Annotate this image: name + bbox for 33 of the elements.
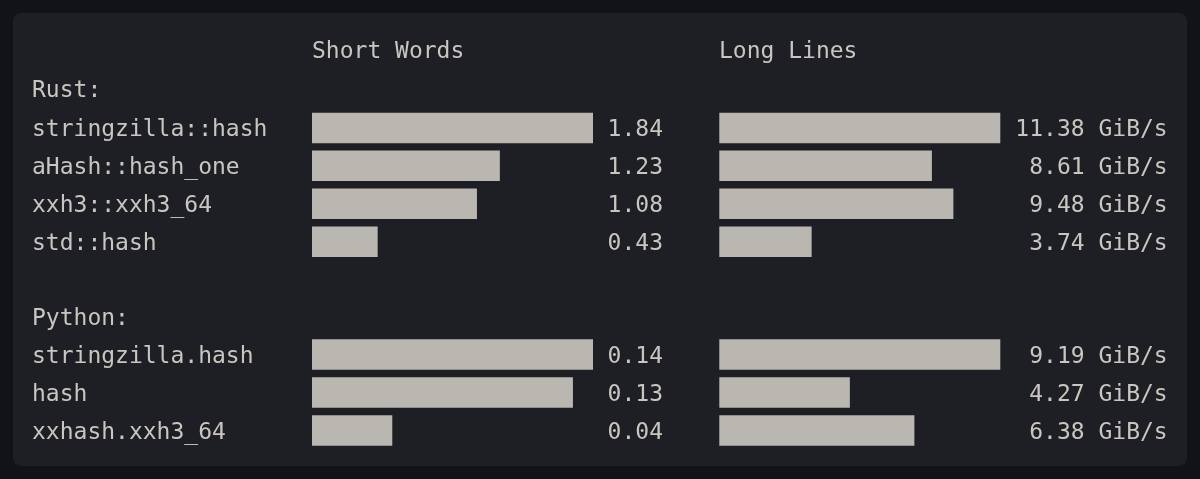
bar bbox=[312, 150, 500, 182]
data-label: 0.14 bbox=[607, 341, 663, 368]
y-tick-label: stringzilla::hash bbox=[32, 114, 268, 141]
data-label: 1.23 bbox=[607, 152, 663, 179]
chart-title: Long Lines bbox=[719, 37, 858, 63]
bar bbox=[312, 112, 593, 144]
data-label: 8.61 GiB/s bbox=[1029, 152, 1168, 179]
data-label: 0.04 bbox=[607, 417, 663, 444]
bar bbox=[719, 226, 812, 257]
y-axis-title: Rust: bbox=[32, 76, 102, 102]
bar bbox=[719, 150, 932, 182]
data-label: 9.19 GiB/s bbox=[1029, 341, 1168, 368]
bar bbox=[719, 112, 1001, 144]
y-tick-label: std::hash bbox=[32, 228, 157, 255]
data-label: 6.38 GiB/s bbox=[1029, 417, 1168, 444]
y-tick-label: stringzilla.hash bbox=[32, 341, 254, 368]
y-tick-label: xxhash.xxh3_64 bbox=[32, 417, 226, 445]
data-label: 0.13 bbox=[607, 379, 663, 406]
y-tick-label: hash bbox=[32, 379, 88, 406]
data-label: 1.84 bbox=[607, 114, 663, 141]
bar bbox=[312, 188, 477, 219]
y-axis-title: Python: bbox=[32, 304, 129, 330]
data-label: 4.27 GiB/s bbox=[1029, 379, 1168, 406]
y-tick-label: xxh3::xxh3_64 bbox=[32, 190, 213, 218]
data-label: 0.43 bbox=[607, 228, 663, 255]
bar bbox=[719, 188, 954, 219]
y-tick-label: aHash::hash_one bbox=[32, 152, 240, 180]
data-label: 9.48 GiB/s bbox=[1029, 190, 1168, 217]
bar bbox=[312, 226, 378, 257]
data-label: 1.08 bbox=[607, 190, 663, 217]
data-label: 11.38 GiB/s bbox=[1015, 114, 1168, 141]
chart-title: Short Words bbox=[312, 37, 465, 63]
data-label: 3.74 GiB/s bbox=[1029, 228, 1168, 255]
